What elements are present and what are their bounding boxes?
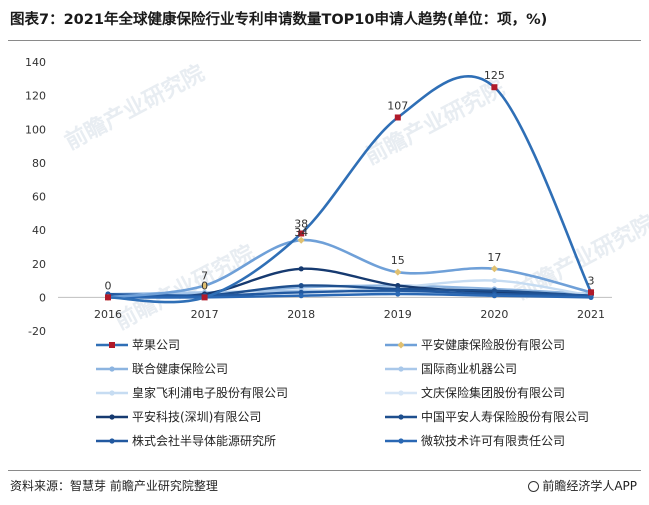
data-point xyxy=(298,293,304,299)
x-tick-label: 2016 xyxy=(94,308,122,321)
data-point xyxy=(298,283,304,289)
data-point xyxy=(491,84,498,91)
watermark-text: 前瞻产业研究院 xyxy=(61,60,209,155)
data-label: 7 xyxy=(201,270,208,283)
data-label: 0 xyxy=(105,279,112,292)
legend-label: 平安科技(深圳)有限公司 xyxy=(132,409,261,424)
legend-label: 中国平安人寿保险股份有限公司 xyxy=(421,409,589,424)
data-point xyxy=(395,291,401,297)
y-tick-label: 140 xyxy=(25,56,46,69)
brand-logo-icon xyxy=(528,481,540,492)
data-label: 34 xyxy=(294,226,308,239)
legend-marker xyxy=(109,366,115,372)
x-tick-label: 2019 xyxy=(384,308,412,321)
y-tick-label: 60 xyxy=(32,191,46,204)
legend-marker xyxy=(109,414,115,420)
series-layer xyxy=(104,74,595,304)
legend-marker xyxy=(109,390,115,396)
y-tick-label: 80 xyxy=(32,157,46,170)
data-point xyxy=(105,294,111,301)
legend-label: 平安健康保险股份有限公司 xyxy=(421,337,565,352)
y-tick-label: 120 xyxy=(25,90,46,103)
data-point xyxy=(588,289,594,296)
axes: -20 0 20 40 60 80 100 120 140 2016 2017 2018 2019 202… xyxy=(25,56,612,338)
series-line xyxy=(106,292,593,299)
data-point xyxy=(491,293,497,299)
legend-marker xyxy=(398,438,404,444)
legend-marker xyxy=(109,342,115,348)
data-label: 17 xyxy=(487,251,501,264)
x-tick-label: 2020 xyxy=(480,308,508,321)
legend-label: 微软技术许可有限责任公司 xyxy=(421,434,565,448)
data-point xyxy=(588,294,594,300)
legend-marker xyxy=(398,414,404,420)
y-tick-label: 100 xyxy=(25,123,46,136)
x-tick-label: 2021 xyxy=(577,308,605,321)
series-line xyxy=(106,74,593,304)
title-divider xyxy=(8,40,641,41)
data-point xyxy=(298,230,305,237)
y-tick-label: 40 xyxy=(32,224,46,237)
data-point xyxy=(394,268,402,276)
legend-marker xyxy=(398,390,404,396)
data-point xyxy=(490,265,498,273)
series-line xyxy=(106,289,593,297)
chart-title: 图表7：2021年全球健康保险行业专利申请数量TOP10申请人趋势(单位：项，%… xyxy=(10,12,548,28)
legend-label: 国际商业机器公司 xyxy=(421,361,517,376)
data-point xyxy=(298,266,304,272)
data-label: 0 xyxy=(201,279,208,292)
data-point xyxy=(297,236,305,244)
series-line xyxy=(106,238,593,299)
data-label: 107 xyxy=(387,99,408,112)
data-label: 3 xyxy=(588,274,595,287)
data-label: 125 xyxy=(484,69,505,82)
y-tick-label: 0 xyxy=(39,291,46,304)
y-tick-label: -20 xyxy=(28,325,46,338)
data-label: 15 xyxy=(391,254,405,267)
data-label: 38 xyxy=(294,217,308,230)
legend-label: 联合健康保险公司 xyxy=(132,361,228,376)
data-point xyxy=(201,282,209,290)
data-point xyxy=(394,114,401,121)
legend-marker xyxy=(109,438,115,444)
y-tick-label: 20 xyxy=(32,258,46,271)
footer-divider xyxy=(8,470,641,471)
data-point xyxy=(201,294,208,301)
data-point xyxy=(491,277,497,284)
watermark-text: 前瞻产业研究院 xyxy=(111,240,259,335)
legend-label: 文庆保险集团股份有限公司 xyxy=(421,385,565,400)
brand-note: 前瞻经济学人APP xyxy=(528,477,637,494)
source-note: 资料来源：智慧芽 前瞻产业研究院整理 xyxy=(10,479,218,493)
legend-label: 苹果公司 xyxy=(132,338,180,352)
legend-label: 株式会社半导体能源研究所 xyxy=(132,433,276,448)
legend-label: 皇家飞利浦电子股份有限公司 xyxy=(132,385,288,400)
x-tick-label: 2018 xyxy=(287,308,315,321)
brand-text: 前瞻经济学人APP xyxy=(542,479,637,493)
data-labels: 7 34 15 17 0 0 38 107 125 3 xyxy=(105,69,595,292)
x-tick-label: 2017 xyxy=(191,308,219,321)
legend-marker xyxy=(397,341,405,349)
legend-marker xyxy=(398,366,404,372)
